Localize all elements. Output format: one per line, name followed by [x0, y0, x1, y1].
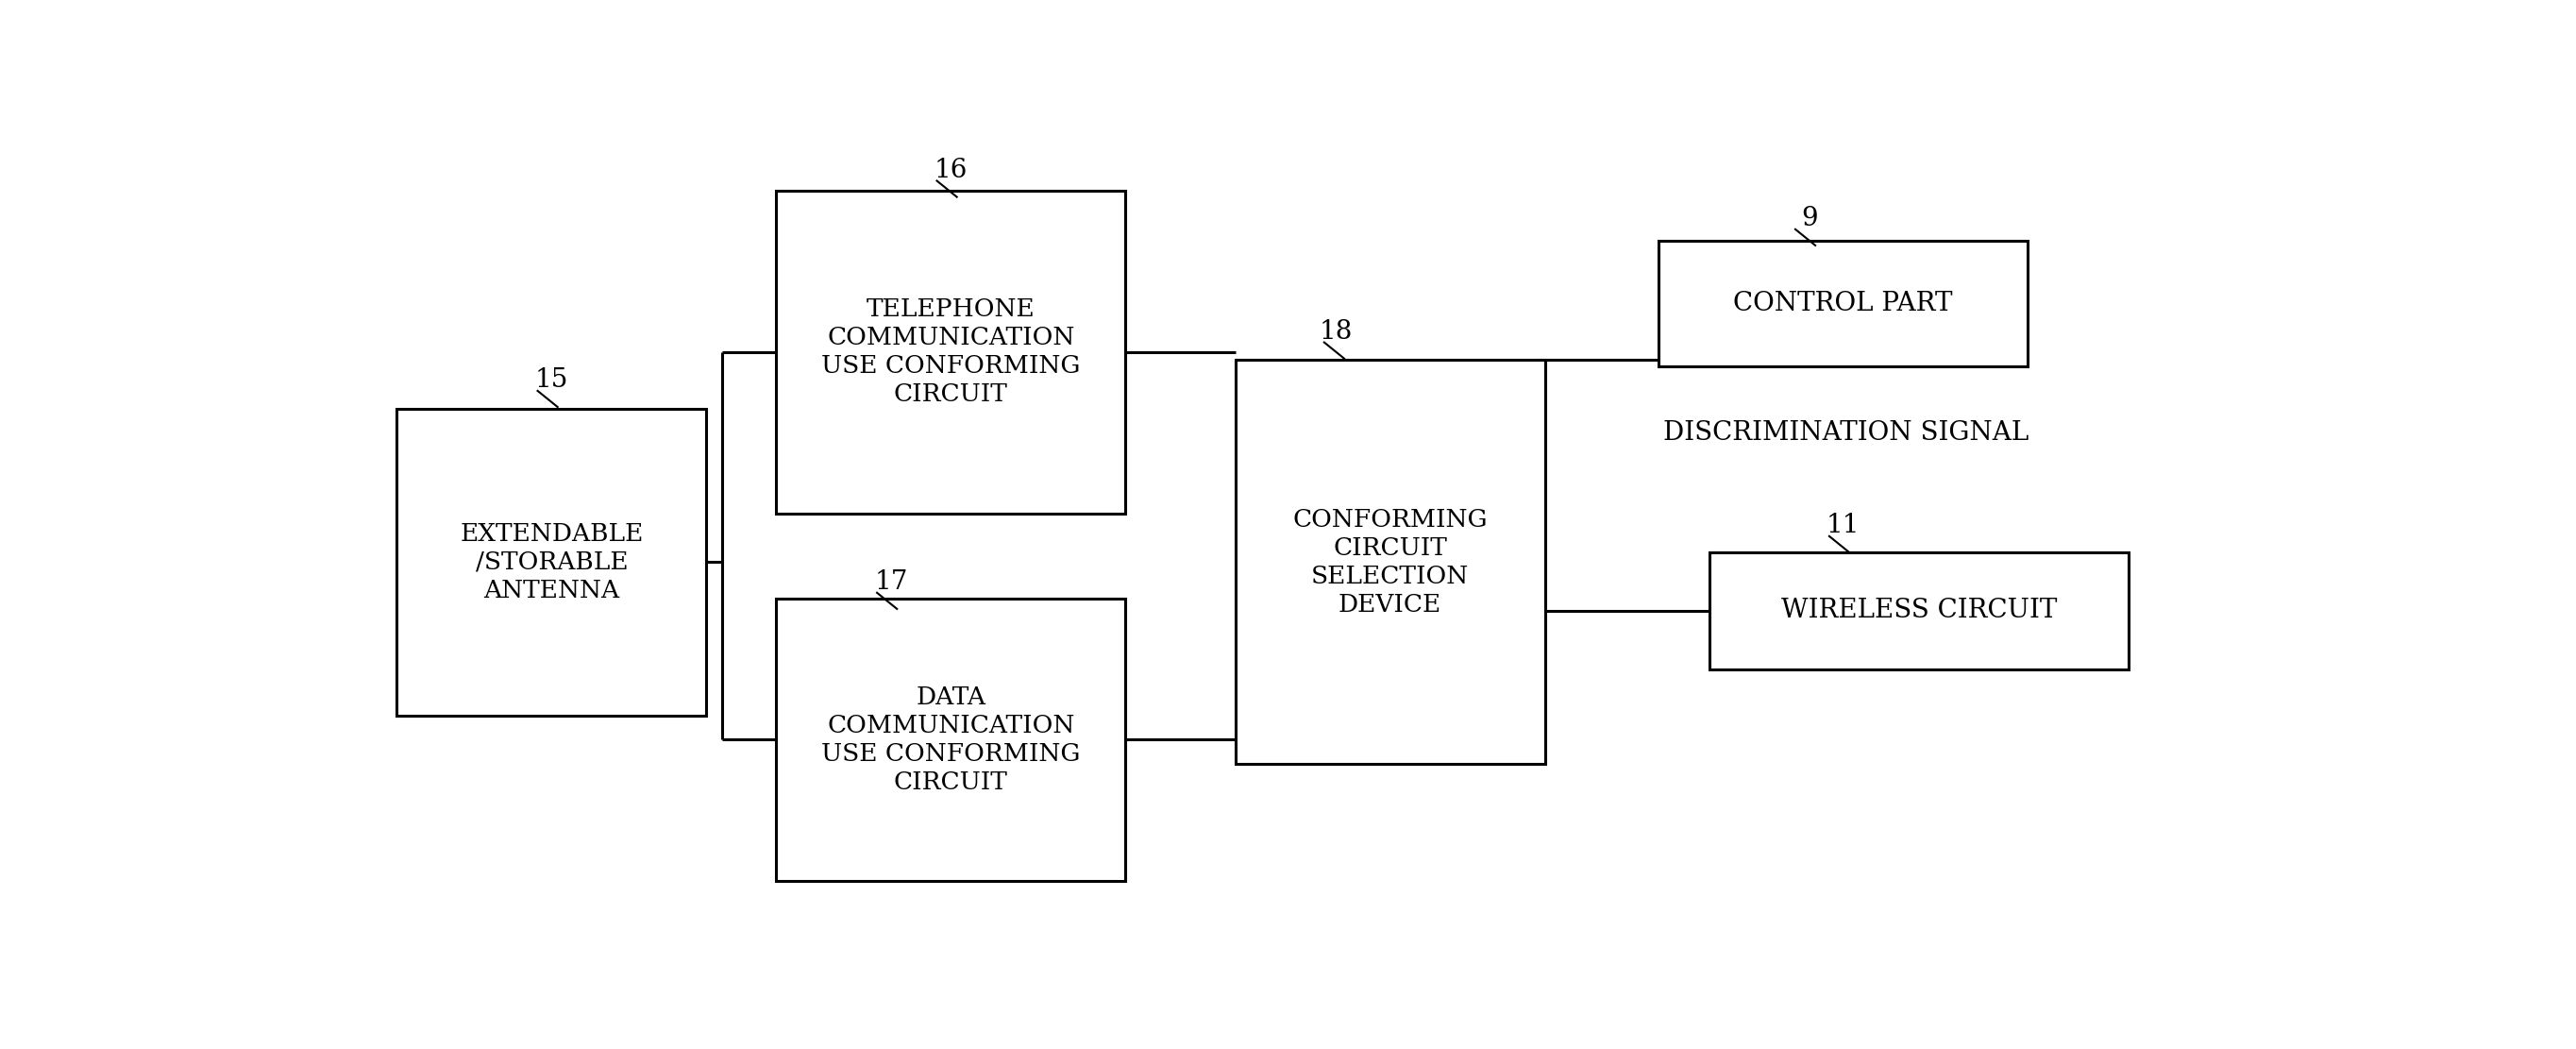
Bar — [397, 409, 706, 715]
Bar — [1710, 552, 2128, 669]
Text: 11: 11 — [1826, 513, 1860, 538]
Text: CONTROL PART: CONTROL PART — [1734, 291, 1953, 317]
Text: TELEPHONE
COMMUNICATION
USE CONFORMING
CIRCUIT: TELEPHONE COMMUNICATION USE CONFORMING C… — [822, 298, 1079, 406]
Text: WIRELESS CIRCUIT: WIRELESS CIRCUIT — [1780, 598, 2058, 623]
Text: 17: 17 — [873, 570, 907, 595]
Bar — [775, 598, 1126, 881]
Bar — [1659, 241, 2027, 366]
Text: 18: 18 — [1319, 319, 1352, 345]
Text: 16: 16 — [935, 157, 969, 184]
Text: 15: 15 — [536, 367, 569, 393]
Text: DATA
COMMUNICATION
USE CONFORMING
CIRCUIT: DATA COMMUNICATION USE CONFORMING CIRCUI… — [822, 685, 1079, 794]
Text: CONFORMING
CIRCUIT
SELECTION
DEVICE: CONFORMING CIRCUIT SELECTION DEVICE — [1293, 508, 1486, 617]
Bar — [1236, 360, 1546, 764]
Bar — [775, 191, 1126, 514]
Text: 9: 9 — [1801, 206, 1819, 232]
Text: DISCRIMINATION SIGNAL: DISCRIMINATION SIGNAL — [1664, 420, 2030, 446]
Text: EXTENDABLE
/STORABLE
ANTENNA: EXTENDABLE /STORABLE ANTENNA — [461, 522, 644, 602]
